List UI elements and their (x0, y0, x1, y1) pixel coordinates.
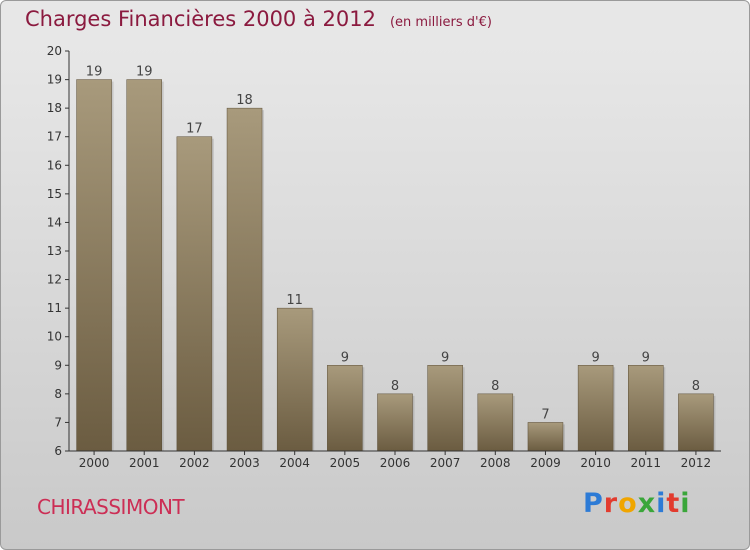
y-tick-label: 19 (47, 73, 62, 87)
chart-subtitle: (en milliers d'€) (389, 15, 492, 30)
y-tick-label: 6 (54, 444, 62, 458)
data-label: 17 (186, 122, 203, 137)
x-tick-label: 2006 (380, 456, 411, 470)
bar-2010 (577, 365, 614, 452)
logo-letter: r (603, 488, 619, 519)
logo-letter: o (618, 488, 638, 519)
y-tick-label: 12 (47, 273, 62, 287)
x-tick-label: 2007 (430, 456, 461, 470)
y-tick-label: 20 (47, 44, 62, 58)
data-label: 11 (286, 293, 303, 308)
x-tick-label: 2004 (279, 456, 310, 470)
x-tick-label: 2008 (480, 456, 511, 470)
y-tick-label: 8 (54, 387, 62, 401)
x-tick-label: 2010 (580, 456, 611, 470)
bar-2005 (327, 365, 363, 452)
y-tick-label: 18 (47, 101, 62, 115)
data-label: 19 (136, 65, 153, 80)
logo-letter: P (583, 488, 604, 519)
y-tick-label: 14 (47, 215, 62, 229)
y-tick-label: 13 (47, 244, 62, 258)
y-tick-label: 9 (54, 358, 62, 372)
bar-2004 (276, 307, 313, 452)
data-label: 8 (491, 379, 499, 394)
x-tick-label: 2005 (330, 456, 361, 470)
bar-2012 (678, 393, 714, 452)
logo-letter: i (656, 488, 667, 519)
data-label: 8 (391, 379, 399, 394)
y-tick-label: 17 (47, 130, 62, 144)
bar-2002 (176, 136, 213, 452)
y-tick-label: 15 (47, 187, 62, 201)
logo-letter: x (637, 488, 657, 519)
data-label: 18 (236, 93, 253, 108)
chart-title-text: Charges Financières 2000 à 2012 (25, 7, 376, 31)
x-tick-label: 2000 (79, 456, 110, 470)
y-tick-label: 7 (54, 415, 62, 429)
bar-chart: 6 7 8 9 10 11 12 13 14 15 16 17 18 19 20 19 19 17 18 11 9 8 9… (47, 44, 721, 470)
y-tick-label: 10 (47, 330, 62, 344)
data-label: 9 (341, 350, 349, 365)
logo-letter: t (666, 488, 681, 519)
logo-letter: i (680, 488, 691, 519)
data-label: 7 (541, 407, 549, 422)
bar-2001 (126, 79, 162, 452)
y-tick-label: 16 (47, 158, 62, 172)
x-tick-label: 2009 (530, 456, 561, 470)
bar-2009 (527, 422, 564, 452)
commune-name: CHIRASSIMONT (37, 495, 185, 519)
data-label: 9 (591, 350, 599, 365)
x-tick-label: 2001 (129, 456, 160, 470)
bar-2011 (628, 365, 664, 452)
bar-2008 (477, 393, 514, 452)
x-tick-label: 2003 (229, 456, 260, 470)
x-tick-label: 2002 (179, 456, 210, 470)
data-label: 9 (441, 350, 449, 365)
bar-2003 (226, 107, 263, 452)
x-tick-label: 2011 (630, 456, 661, 470)
bar-2007 (427, 365, 463, 452)
chart-title: Charges Financières 2000 à 2012 (en milli… (25, 7, 492, 31)
data-label: 19 (86, 65, 103, 80)
data-label: 8 (692, 379, 700, 394)
proxiti-logo[interactable]: Proxiti (583, 488, 691, 519)
x-tick-label: 2012 (681, 456, 712, 470)
data-label: 9 (642, 350, 650, 365)
bar-2000 (76, 79, 112, 452)
bar-2006 (377, 393, 413, 452)
y-tick-label: 11 (47, 301, 62, 315)
